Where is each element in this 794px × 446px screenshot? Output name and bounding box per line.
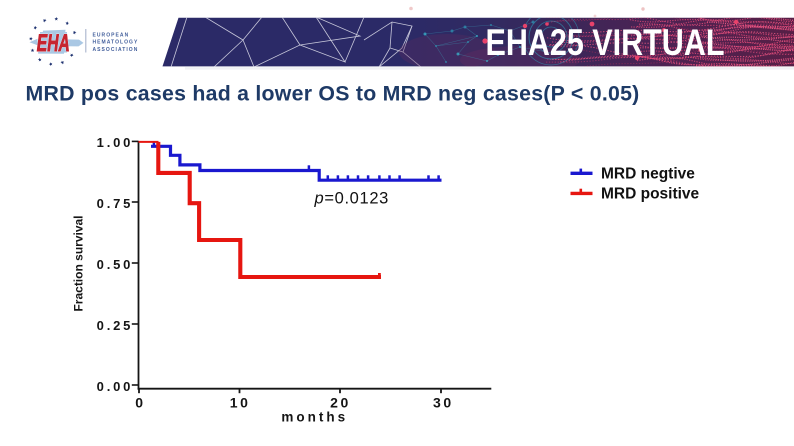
svg-text:0: 0 — [135, 394, 145, 410]
svg-text:p=0.0123: p=0.0123 — [314, 190, 389, 208]
svg-text:EHA25 VIRTUAL: EHA25 VIRTUAL — [486, 22, 725, 63]
svg-text:10: 10 — [230, 394, 251, 410]
svg-text:EHA: EHA — [37, 30, 70, 57]
svg-text:HEMATOLOGY: HEMATOLOGY — [93, 40, 139, 46]
svg-text:MRD negtive: MRD negtive — [601, 166, 695, 183]
svg-text:0.00: 0.00 — [97, 379, 134, 394]
svg-text:months: months — [281, 409, 348, 424]
svg-text:0.75: 0.75 — [97, 196, 134, 211]
svg-text:1.00: 1.00 — [97, 135, 134, 150]
svg-text:MRD positive: MRD positive — [601, 186, 700, 203]
svg-text:0.50: 0.50 — [97, 257, 134, 272]
svg-text:MRD pos cases had a lower OS t: MRD pos cases had a lower OS to MRD neg … — [26, 82, 640, 106]
svg-text:20: 20 — [330, 394, 351, 410]
svg-text:EUROPEAN: EUROPEAN — [93, 32, 130, 38]
svg-text:0.25: 0.25 — [97, 318, 134, 333]
svg-text:ASSOCIATION: ASSOCIATION — [93, 47, 139, 53]
svg-text:EHA: EHA — [37, 30, 70, 57]
svg-text:Fraction survival: Fraction survival — [72, 215, 86, 311]
svg-text:30: 30 — [433, 394, 454, 410]
